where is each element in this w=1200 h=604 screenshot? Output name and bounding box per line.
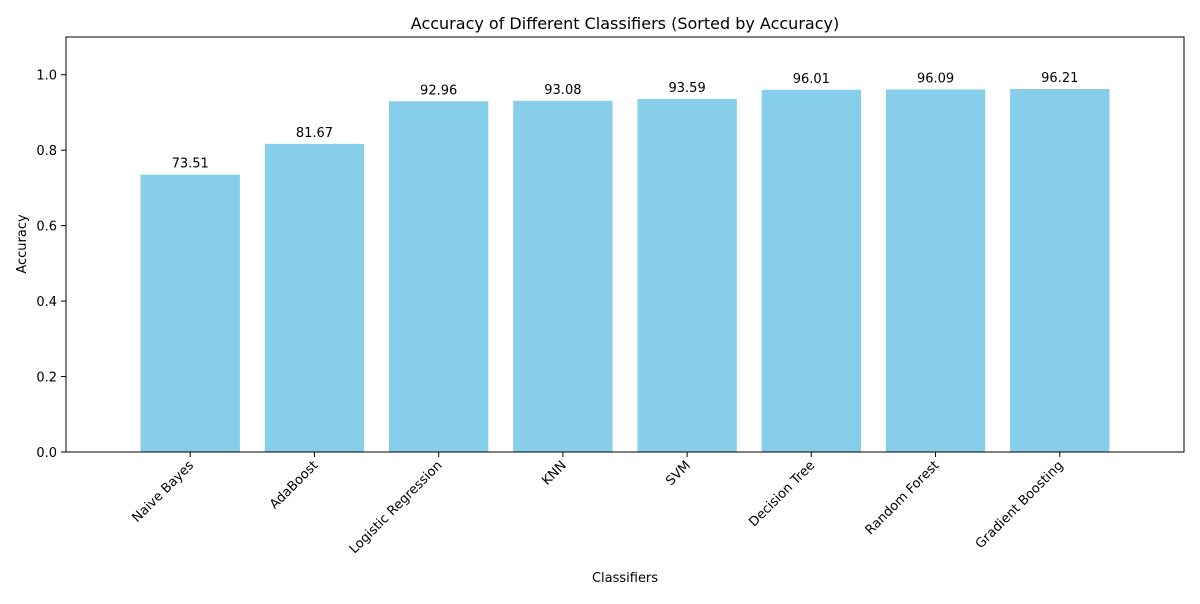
bar-logistic-regression [388, 101, 489, 453]
x-tick-label: SVM [663, 458, 694, 489]
bar-value-label: 96.21 [1041, 71, 1078, 86]
bar-knn [513, 100, 613, 453]
bar-value-label: 73.51 [172, 157, 209, 172]
bar-naive-bayes [140, 174, 240, 453]
x-tick-label: KNN [539, 458, 569, 488]
bar-value-label: 93.59 [669, 81, 706, 96]
chart-title: Accuracy of Different Classifiers (Sorte… [411, 14, 839, 33]
bar-svm [637, 98, 737, 452]
bar-adaboost [264, 143, 365, 453]
x-tick-label: Gradient Boosting [973, 458, 1067, 552]
y-tick-label: 0.6 [36, 220, 57, 235]
y-tick-label: 0.4 [36, 295, 57, 310]
x-axis-label: Classifiers [592, 571, 658, 586]
y-tick-label: 0.0 [36, 446, 57, 461]
x-tick-label: AdaBoost [267, 458, 321, 512]
y-axis-label: Accuracy [15, 214, 30, 274]
x-tick-label: Logistic Regression [347, 458, 446, 557]
bar-random-forest [885, 89, 986, 452]
x-tick-label: Naive Bayes [130, 458, 198, 526]
bars-layer: 73.51 81.67 92.96 93.08 93.59 96.01 96.09 96.21 [140, 71, 1110, 453]
bar-decision-tree [761, 89, 862, 452]
x-tick-label: Decision Tree [746, 458, 818, 530]
y-tick-label: 1.0 [36, 69, 57, 84]
y-tick-label: 0.2 [36, 371, 57, 386]
x-tick-label: Random Forest [863, 458, 943, 538]
y-tick-label: 0.8 [36, 144, 57, 159]
plot-frame [65, 36, 1185, 453]
bar-value-label: 93.08 [544, 83, 581, 98]
bar-value-label: 96.09 [917, 71, 954, 86]
bar-value-label: 81.67 [296, 126, 333, 141]
bar-value-label: 92.96 [420, 83, 457, 98]
bar-gradient-boosting [1010, 89, 1110, 452]
bar-value-label: 96.01 [793, 72, 830, 87]
